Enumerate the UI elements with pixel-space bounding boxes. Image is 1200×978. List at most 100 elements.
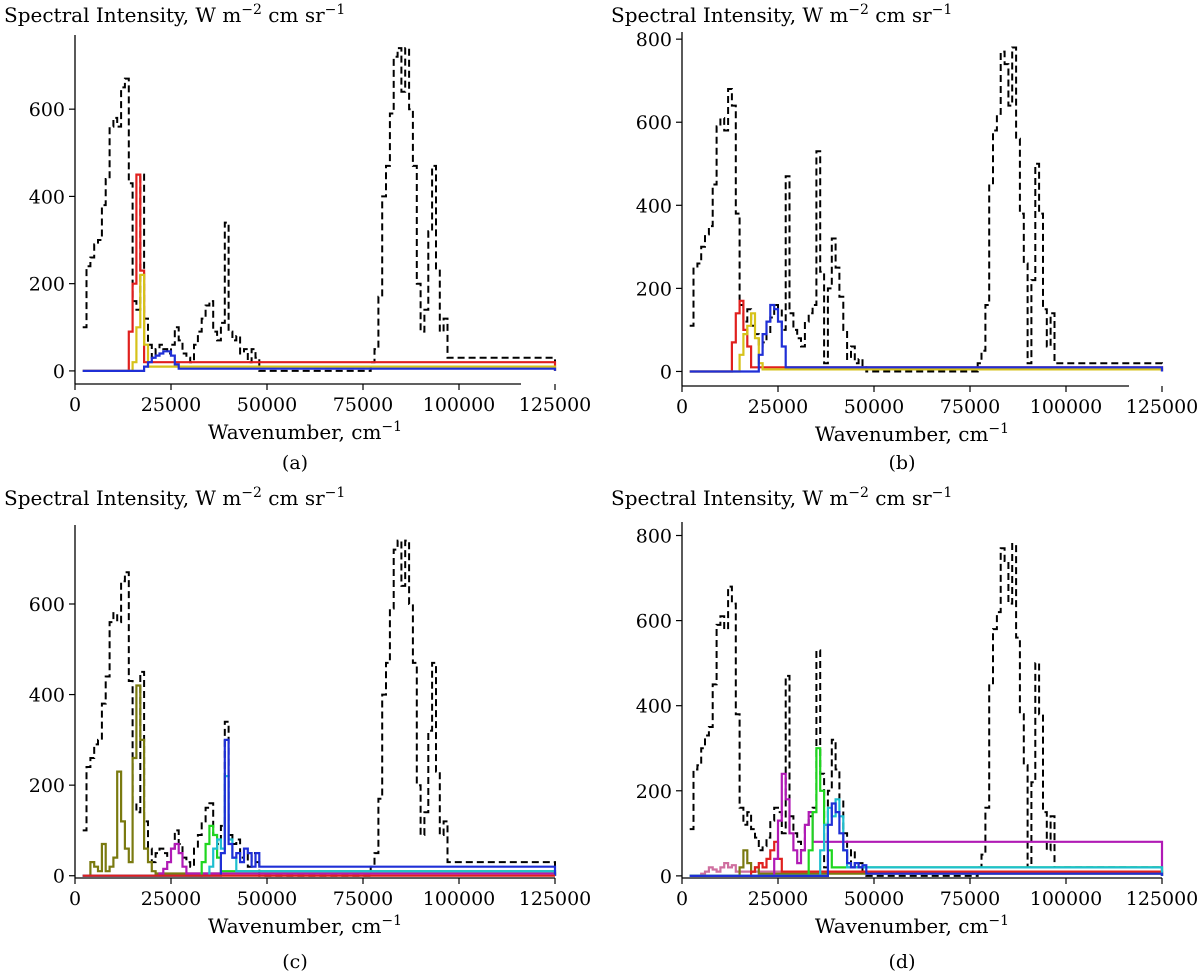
chart-title-b: Spectral Intensity, W m−2 cm sr−1 <box>611 2 952 27</box>
x-tick-label-c: 125000 <box>519 888 592 910</box>
series-total-d <box>689 543 1163 877</box>
x-tick-label-d: 25000 <box>748 888 808 910</box>
y-tick-label-c: 200 <box>29 775 65 797</box>
title-rest: cm sr <box>262 3 325 27</box>
series-yellow-b <box>689 312 1164 373</box>
y-tick-label-b: 600 <box>636 112 672 134</box>
title-text: Spectral Intensity, W m <box>4 486 241 510</box>
x-tick-label-b: 100000 <box>1030 396 1103 418</box>
x-tick-label-a: 125000 <box>519 394 592 416</box>
title-rest: cm sr <box>262 486 325 510</box>
x-tick-label-c: 0 <box>69 888 81 910</box>
xlabel-exp: −1 <box>988 421 1009 437</box>
xlabel-text: Wavenumber, cm <box>208 420 382 444</box>
x-tick-label-c: 50000 <box>237 888 297 910</box>
series-olive-d <box>689 849 1164 877</box>
title-exp: −2 <box>848 2 869 18</box>
x-tick-label-d: 125000 <box>1126 888 1199 910</box>
y-tick-label-b: 200 <box>636 278 672 300</box>
series-cyan-d <box>689 798 1164 877</box>
x-tick-label-b: 0 <box>676 396 688 418</box>
x-tick-label-a: 50000 <box>237 394 297 416</box>
series-blue-c <box>82 738 557 877</box>
x-tick-label-c: 100000 <box>423 888 496 910</box>
x-tick-label-b: 75000 <box>940 396 1000 418</box>
x-axis-label-a: Wavenumber, cm−1 <box>208 419 402 444</box>
y-tick-label-b: 800 <box>636 29 672 51</box>
x-axis-label-b: Wavenumber, cm−1 <box>815 421 1009 446</box>
xlabel-text: Wavenumber, cm <box>815 422 989 446</box>
y-tick-label-d: 400 <box>636 696 672 718</box>
series-red-d <box>689 840 1164 877</box>
series-yellow-a <box>82 273 557 372</box>
x-tick-label-d: 50000 <box>844 888 904 910</box>
x-tick-label-c: 25000 <box>141 888 201 910</box>
y-tick-label-a: 200 <box>29 274 65 296</box>
title-exp: −2 <box>848 485 869 501</box>
x-tick-label-a: 0 <box>69 394 81 416</box>
y-tick-label-a: 600 <box>29 99 65 121</box>
series-blue-a <box>82 350 557 372</box>
y-tick-label-d: 200 <box>636 781 672 803</box>
y-tick-label-d: 600 <box>636 611 672 633</box>
y-tick-label-d: 0 <box>660 866 672 888</box>
x-tick-label-b: 50000 <box>844 396 904 418</box>
title-text: Spectral Intensity, W m <box>611 3 848 27</box>
series-blue-d <box>689 802 1164 877</box>
panel-caption-d: (d) <box>889 951 916 973</box>
y-tick-label-a: 400 <box>29 186 65 208</box>
series-blue-b <box>689 303 1164 373</box>
series-total-c <box>82 539 556 877</box>
series-magenta-d <box>689 772 1164 877</box>
x-tick-label-a: 100000 <box>423 394 496 416</box>
title-exp: −2 <box>241 485 262 501</box>
series-red-b <box>689 299 1164 373</box>
panel-d: 0 200 400 600 800 0 25000 50000 75000 100000 12500… <box>611 485 1198 973</box>
x-axis-label-c: Wavenumber, cm−1 <box>208 913 402 938</box>
series-olive-c <box>82 684 557 877</box>
title-rest: cm sr <box>869 3 932 27</box>
xlabel-text: Wavenumber, cm <box>815 914 989 938</box>
x-axis-label-d: Wavenumber, cm−1 <box>815 913 1009 938</box>
y-tick-label-a: 0 <box>53 361 65 383</box>
series-total-a <box>82 47 556 372</box>
chart-title-d: Spectral Intensity, W m−2 cm sr−1 <box>611 485 952 510</box>
title-exp2: −1 <box>325 485 346 501</box>
xlabel-exp: −1 <box>988 913 1009 929</box>
series-pink-d <box>689 862 1164 877</box>
x-tick-label-a: 25000 <box>141 394 201 416</box>
panel-a: 0 200 400 600 0 25000 50000 75000 100000 125000 Sp… <box>4 2 591 474</box>
title-exp2: −1 <box>325 2 346 18</box>
xlabel-exp: −1 <box>381 913 402 929</box>
title-exp: −2 <box>241 2 262 18</box>
y-tick-label-c: 400 <box>29 685 65 707</box>
x-tick-label-b: 25000 <box>748 396 808 418</box>
series-green-d <box>689 747 1164 877</box>
x-tick-label-c: 75000 <box>333 888 393 910</box>
chart-title-a: Spectral Intensity, W m−2 cm sr−1 <box>4 2 345 27</box>
y-tick-label-c: 600 <box>29 594 65 616</box>
x-tick-label-d: 0 <box>676 888 688 910</box>
title-rest: cm sr <box>869 486 932 510</box>
x-tick-label-d: 75000 <box>940 888 1000 910</box>
title-text: Spectral Intensity, W m <box>611 486 848 510</box>
y-tick-label-b: 0 <box>660 361 672 383</box>
panel-caption-b: (b) <box>889 452 916 474</box>
xlabel-exp: −1 <box>381 419 402 435</box>
series-red-a <box>82 173 557 372</box>
y-tick-label-d: 800 <box>636 526 672 548</box>
chart-title-c: Spectral Intensity, W m−2 cm sr−1 <box>4 485 345 510</box>
series-total-b <box>689 46 1163 373</box>
x-tick-label-d: 100000 <box>1030 888 1103 910</box>
panel-b: 0 200 400 600 800 0 25000 50000 75000 100000 12500… <box>611 2 1198 474</box>
panel-caption-c: (c) <box>282 951 307 973</box>
xlabel-text: Wavenumber, cm <box>208 914 382 938</box>
y-tick-label-c: 0 <box>53 866 65 888</box>
panel-caption-a: (a) <box>282 452 308 474</box>
series-magenta-c <box>82 842 557 877</box>
title-exp2: −1 <box>932 485 953 501</box>
y-tick-label-b: 400 <box>636 195 672 217</box>
series-green-c <box>82 824 557 877</box>
panel-c: 0 200 400 600 0 25000 50000 75000 100000 125000 Sp… <box>4 485 591 973</box>
